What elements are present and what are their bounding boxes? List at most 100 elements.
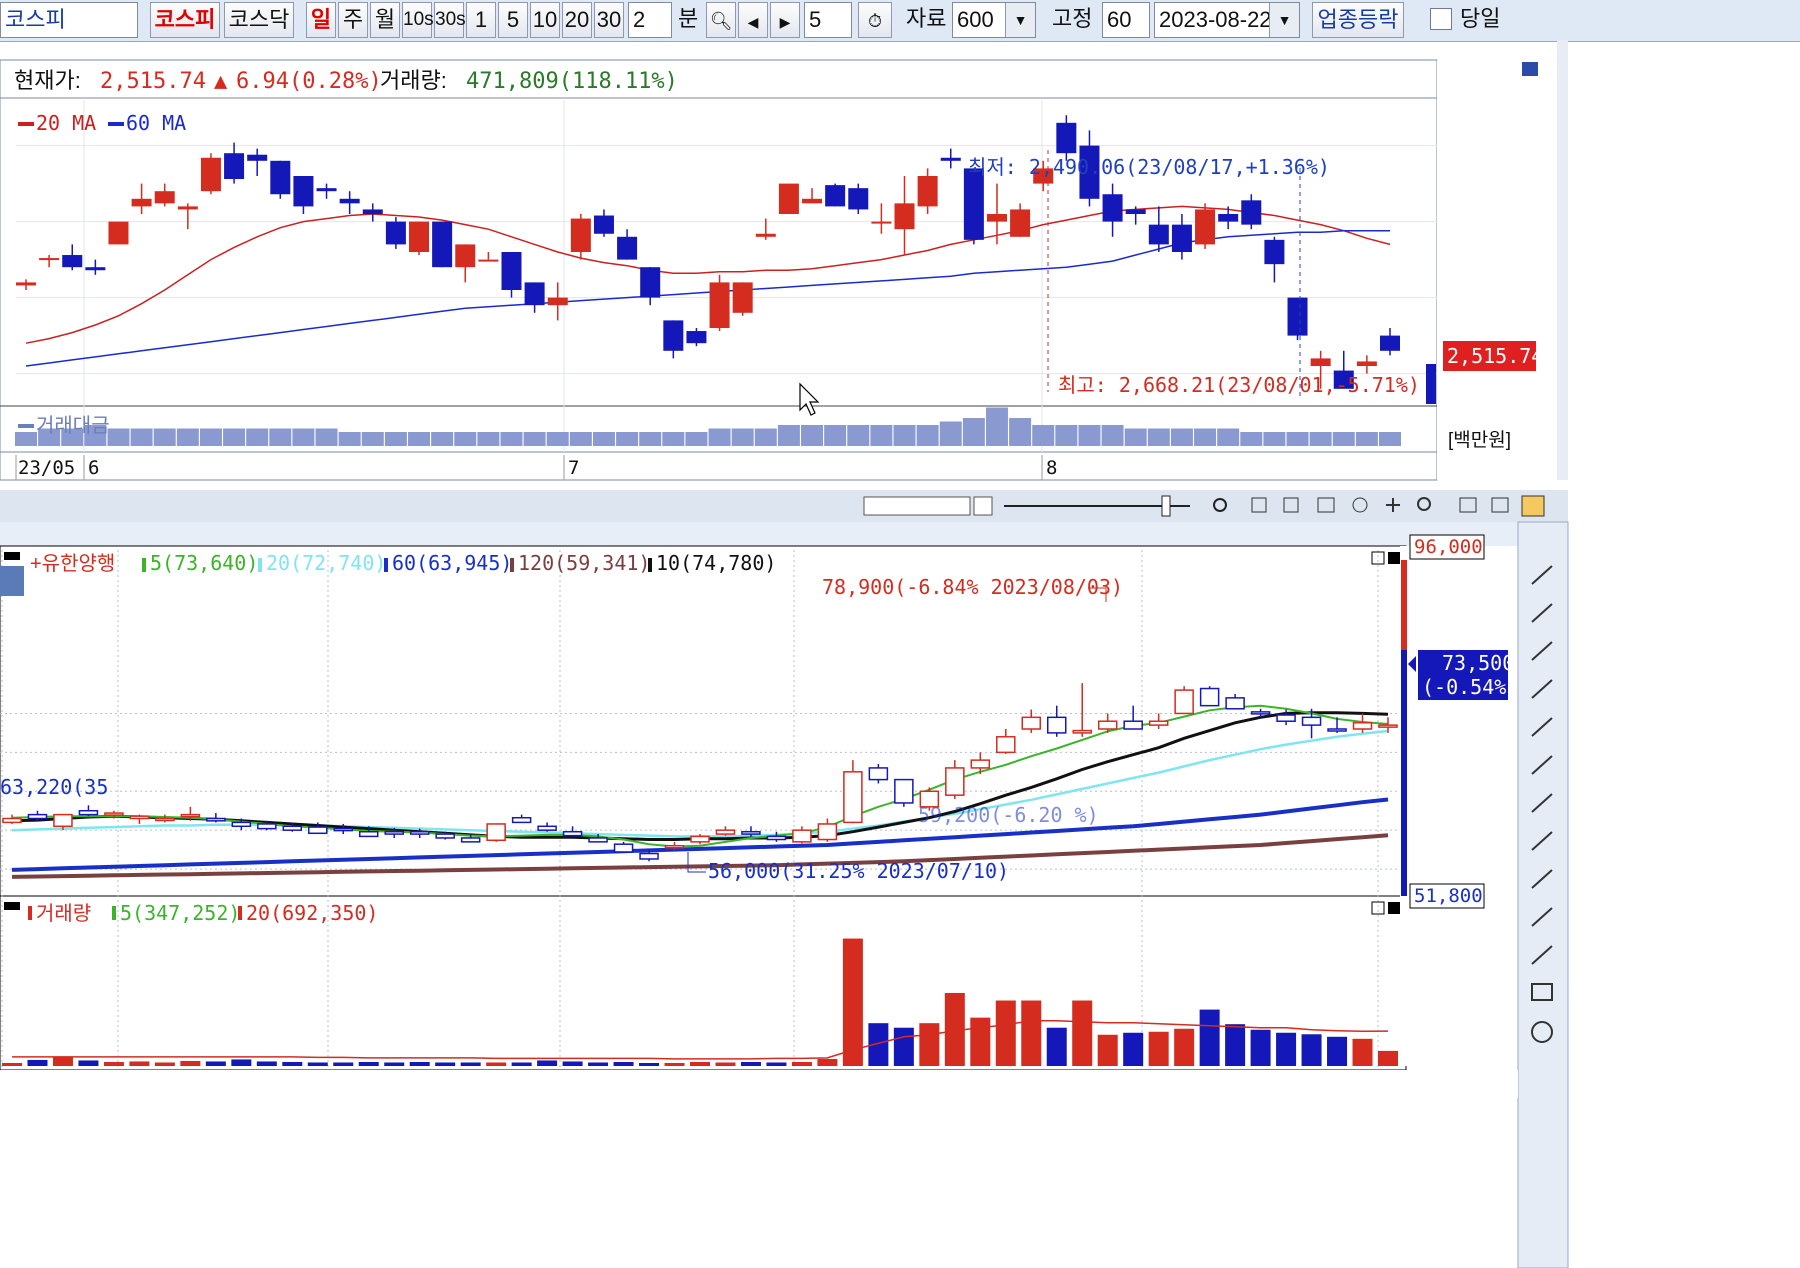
minute-10-button[interactable]: 10 <box>530 2 560 38</box>
minute-input[interactable]: 2 <box>628 2 672 38</box>
amount-bar <box>546 432 569 446</box>
next-button[interactable]: ▶ <box>770 2 800 38</box>
date-value: 2023-08-22 <box>1159 7 1272 32</box>
prev-button[interactable]: ◀ <box>738 2 768 38</box>
vol-ma5-legend[interactable]: 5(347,252) <box>120 901 240 925</box>
period-10s-button[interactable]: 10s <box>402 2 434 38</box>
scroll-toggle-button[interactable] <box>973 496 993 516</box>
right-scroll-strip[interactable] <box>1557 40 1568 480</box>
pencil-icon <box>1531 679 1553 699</box>
vol-restore-icon[interactable] <box>1371 901 1385 915</box>
crosshair-icon[interactable] <box>1386 498 1400 512</box>
vol-ma5-swatch <box>112 906 116 920</box>
target-icon[interactable] <box>1352 497 1368 513</box>
candle-down <box>339 198 360 204</box>
scroll-range-box[interactable] <box>863 496 971 516</box>
panel-menu-icon[interactable] <box>1522 62 1538 76</box>
image-icon[interactable] <box>1317 497 1335 513</box>
crosshair-icon <box>1531 717 1553 737</box>
amount-bar <box>223 428 246 446</box>
candle-down <box>270 160 291 195</box>
amount-bar <box>315 428 338 446</box>
candle-down <box>848 188 869 210</box>
minute-30-button[interactable]: 30 <box>594 2 624 38</box>
sameday-checkbox[interactable] <box>1430 8 1452 30</box>
stock-candle-down <box>409 830 430 835</box>
period-30s-button[interactable]: 30s <box>434 2 466 38</box>
amount-bar <box>384 432 407 446</box>
volume-bar <box>1199 1009 1220 1066</box>
close-icon[interactable] <box>1388 552 1400 564</box>
panel-handle-icon[interactable] <box>4 552 20 560</box>
stock-candle-down <box>358 830 379 838</box>
clock-button[interactable]: ⏱ <box>858 2 892 38</box>
candle-up <box>778 183 799 214</box>
scroll-toolbar-icons <box>1213 495 1545 517</box>
restore-icon[interactable] <box>1371 551 1385 565</box>
market-select[interactable]: 코스피 <box>0 2 138 38</box>
amount-bar <box>662 432 685 446</box>
ma10-legend[interactable]: 10(74,780) <box>656 551 776 575</box>
zoom-icon[interactable] <box>1213 498 1227 512</box>
period-day-button[interactable]: 일 <box>306 2 336 38</box>
period-month-button[interactable]: 월 <box>370 2 400 38</box>
volume-bar <box>486 1062 507 1066</box>
amount-bar <box>523 432 546 446</box>
kosdaq-button[interactable]: 코스닥 <box>224 2 294 38</box>
volume-panel-handle-icon[interactable] <box>4 902 20 910</box>
minute-20-button[interactable]: 20 <box>562 2 592 38</box>
vol-ma20-legend[interactable]: 20(692,350) <box>246 901 378 925</box>
volume-bar <box>1021 1000 1042 1066</box>
fixed-input[interactable]: 60 <box>1102 2 1150 38</box>
sector-button[interactable]: 업종등락 <box>1312 2 1404 38</box>
zoom-slider-thumb[interactable] <box>1161 495 1171 517</box>
ma60-legend[interactable]: 60 MA <box>126 111 186 135</box>
search-button[interactable]: 🔍︎ <box>706 2 736 38</box>
print-icon[interactable] <box>1491 497 1509 513</box>
candle-down <box>1380 335 1400 351</box>
ma60-legend[interactable]: 60(63,945) <box>392 551 512 575</box>
index-x-label-1: 6 <box>88 457 99 479</box>
amount-bar <box>847 425 870 446</box>
magnifier-icon: 🔍︎ <box>709 11 733 31</box>
current-price-badge-text: 2,515.74 <box>1447 344 1543 368</box>
amount-bar <box>1032 425 1055 446</box>
stock-candles <box>2 683 1398 862</box>
grid-icon[interactable] <box>1283 497 1299 513</box>
amount-bar <box>708 428 731 446</box>
period-week-button[interactable]: 주 <box>338 2 368 38</box>
clock-icon: ⏱ <box>867 11 883 31</box>
stock-candle-down <box>1046 716 1067 734</box>
stock-mid-annotation: 59,200(-6.20 %) <box>918 803 1099 827</box>
side-tab[interactable] <box>0 566 24 596</box>
text-icon <box>1531 945 1553 965</box>
tick-input[interactable]: 5 <box>804 2 852 38</box>
ma20-legend[interactable]: 20(72,740) <box>266 551 386 575</box>
ma20-line <box>25 205 1391 344</box>
search-icon[interactable] <box>1417 497 1431 511</box>
amount-bar <box>292 428 315 446</box>
minute-5-button[interactable]: 5 <box>498 2 528 38</box>
amount-bar <box>199 428 222 446</box>
amount-bar <box>569 432 592 446</box>
volume-bar <box>78 1060 99 1066</box>
data-count-select[interactable]: 600 ▼ <box>952 2 1036 38</box>
candle-up <box>894 203 915 230</box>
kospi-button[interactable]: 코스피 <box>150 2 220 38</box>
stock-candle-up <box>690 835 710 843</box>
draw-icon[interactable] <box>1251 497 1267 513</box>
amount-bar <box>431 432 454 446</box>
ruler-icon <box>1531 907 1553 927</box>
magnifier-icon <box>1531 641 1553 661</box>
ma5-legend[interactable]: 5(73,640) <box>150 551 258 575</box>
minute-1-button[interactable]: 1 <box>466 2 496 38</box>
ma120-legend[interactable]: 120(59,341) <box>518 551 650 575</box>
ma20-legend[interactable]: 20 MA <box>36 111 96 135</box>
amount-bar <box>130 428 153 446</box>
vol-close-icon[interactable] <box>1388 902 1400 914</box>
volume-bar <box>307 1062 328 1066</box>
save-icon[interactable] <box>1459 497 1477 513</box>
candle-up <box>802 198 823 204</box>
settings-icon[interactable] <box>1521 495 1545 517</box>
date-select[interactable]: 2023-08-22 ▼ <box>1154 2 1300 38</box>
